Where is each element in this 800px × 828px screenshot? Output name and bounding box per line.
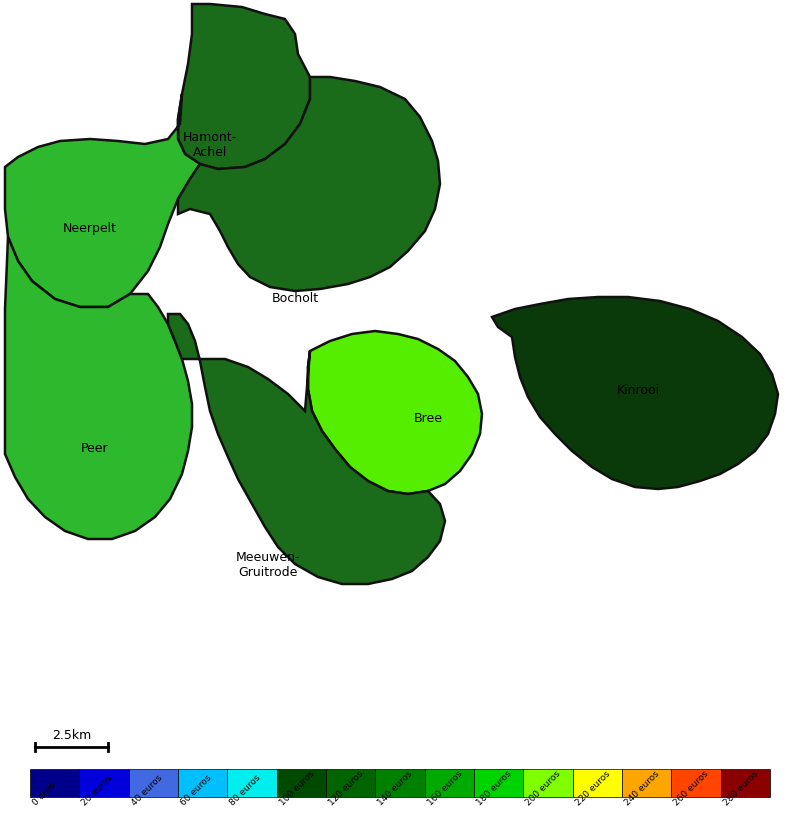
Text: Neerpelt: Neerpelt: [63, 221, 117, 234]
Text: 240 euros: 240 euros: [623, 768, 661, 806]
Text: 80 euros: 80 euros: [228, 773, 262, 806]
Polygon shape: [178, 5, 310, 170]
Bar: [277, 769, 326, 797]
Bar: [721, 769, 770, 797]
Text: Bocholt: Bocholt: [271, 291, 318, 304]
Polygon shape: [178, 78, 440, 291]
Bar: [178, 769, 227, 797]
Text: Kinrooi: Kinrooi: [617, 383, 659, 396]
Bar: [375, 769, 425, 797]
Text: 100 euros: 100 euros: [278, 768, 316, 806]
Text: 260 euros: 260 euros: [672, 768, 710, 806]
Text: Bree: Bree: [414, 411, 442, 424]
Text: 40 euros: 40 euros: [130, 773, 164, 806]
Text: Peer: Peer: [81, 441, 109, 454]
Bar: [671, 769, 721, 797]
Bar: [573, 769, 622, 797]
Text: 160 euros: 160 euros: [426, 768, 464, 806]
Polygon shape: [5, 238, 192, 539]
Text: 280 euros: 280 euros: [722, 768, 760, 806]
Bar: [326, 769, 375, 797]
Bar: [622, 769, 671, 797]
Polygon shape: [492, 297, 778, 489]
Text: 0 euro: 0 euro: [31, 779, 58, 806]
Text: 120 euros: 120 euros: [327, 768, 365, 806]
Text: 220 euros: 220 euros: [574, 768, 612, 806]
Text: 200 euros: 200 euros: [524, 768, 562, 806]
Text: 60 euros: 60 euros: [179, 773, 214, 806]
Text: 140 euros: 140 euros: [376, 768, 414, 806]
Polygon shape: [308, 331, 482, 494]
Text: 20 euros: 20 euros: [80, 773, 114, 806]
Bar: [30, 769, 79, 797]
Text: Meeuwen-
Gruitrode: Meeuwen- Gruitrode: [236, 551, 300, 578]
Text: 180 euros: 180 euros: [475, 768, 514, 806]
Polygon shape: [168, 315, 445, 585]
Bar: [474, 769, 523, 797]
Bar: [79, 769, 129, 797]
Bar: [523, 769, 573, 797]
Polygon shape: [5, 95, 200, 308]
Bar: [129, 769, 178, 797]
Text: 2.5km: 2.5km: [52, 728, 91, 741]
Bar: [227, 769, 277, 797]
Bar: [425, 769, 474, 797]
Text: Hamont-
Achel: Hamont- Achel: [183, 131, 237, 159]
